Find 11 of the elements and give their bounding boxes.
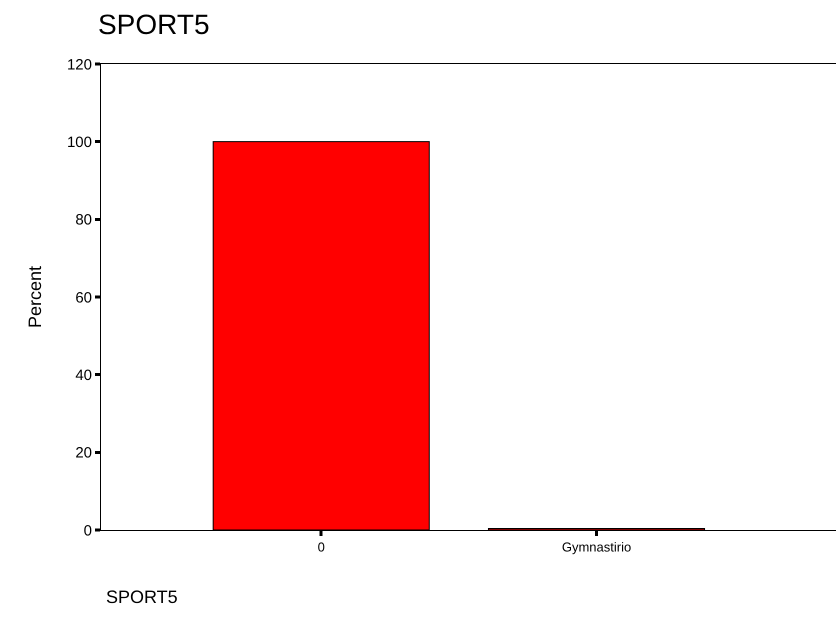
y-axis-title: Percent [25,266,46,328]
y-tick-label: 60 [75,289,92,306]
y-tick-label: 80 [75,212,92,229]
y-tick-label: 120 [66,56,92,74]
y-tick-label: 100 [66,134,92,151]
y-tick-label: 20 [75,444,92,462]
y-tick-label: 0 [84,522,92,540]
y-tick-label: 40 [75,366,92,384]
x-axis-title: SPORT5 [106,587,178,607]
chart-title: SPORT5 [98,8,210,40]
x-tick-label: Gymnastirio [562,540,632,555]
